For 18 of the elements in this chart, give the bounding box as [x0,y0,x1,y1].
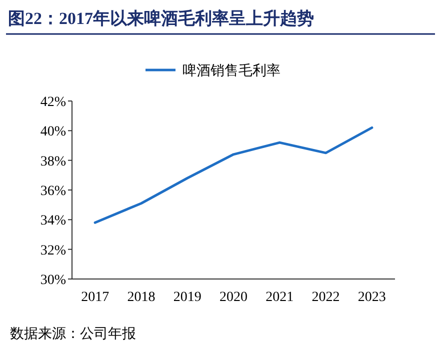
legend-label: 啤酒销售毛利率 [182,63,280,79]
y-tick-label: 38% [40,154,66,170]
y-tick-label: 30% [40,273,66,288]
y-tick-label: 40% [40,124,66,140]
line-series [94,126,374,224]
x-tick-label: 2023 [358,290,386,305]
y-tick-label: 36% [40,184,66,199]
y-tick-label: 32% [40,243,66,258]
x-tick-label: 2017 [81,290,110,305]
chart-title: 图22：2017年以来啤酒毛利率呈上升趋势 [8,9,314,28]
x-tick-label: 2021 [266,290,294,305]
x-tick-label: 2019 [173,290,202,305]
y-tick-label: 34% [40,214,66,229]
x-tick-label: 2018 [127,290,156,305]
x-tick-label: 2020 [220,290,248,305]
x-tick-label: 2022 [312,290,340,305]
source-note: 数据来源：公司年报 [10,326,136,342]
y-tick-label: 42% [40,95,66,110]
